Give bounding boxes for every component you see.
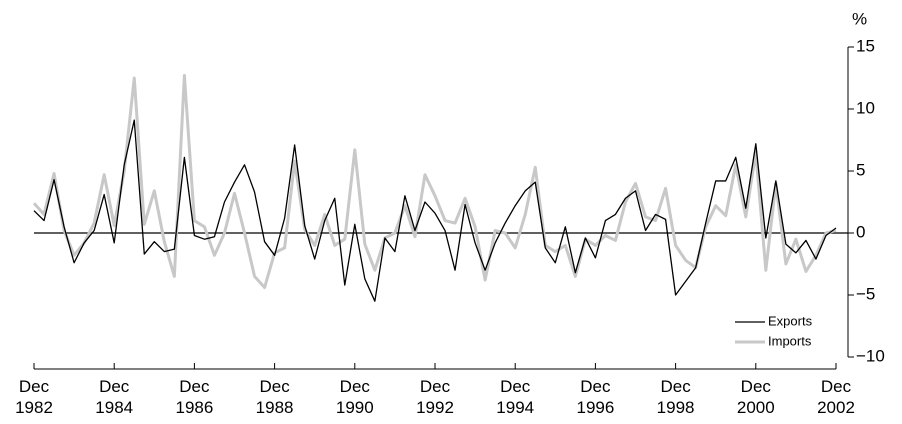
legend-label: Exports [768,313,813,328]
x-tick-label: Dec 1994 [496,377,534,417]
x-tick-label: Dec 1982 [15,377,53,417]
y-tick-label: 5 [856,160,865,179]
y-axis-label: % [852,9,867,28]
x-tick-label: Dec 1996 [576,377,614,417]
x-tick-label: Dec 1984 [95,377,133,417]
y-tick-label: −10 [856,346,885,365]
series-line [33,119,837,302]
y-tick-label: 0 [856,222,865,241]
x-tick-label: Dec 2000 [737,377,775,417]
x-tick-label: Dec 2002 [817,377,855,417]
x-tick-label: Dec 1998 [657,377,695,417]
x-tick-label: Dec 1988 [256,377,294,417]
y-tick-label: 15 [856,36,875,55]
legend-label: Imports [768,333,812,348]
x-tick-label: Dec 1990 [336,377,374,417]
x-tick-label: Dec 1992 [416,377,454,417]
x-tick-label: Dec 1986 [175,377,213,417]
y-tick-label: −5 [856,284,875,303]
y-tick-label: 10 [856,98,875,117]
